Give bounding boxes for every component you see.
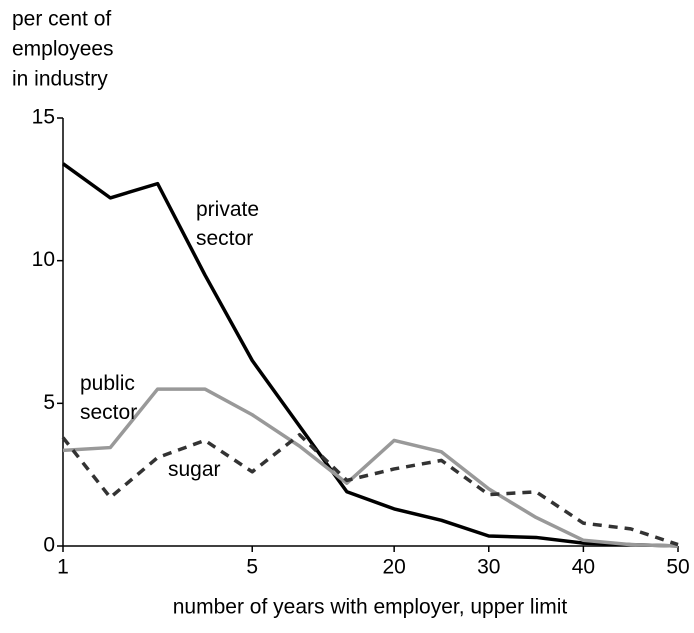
series-line [61, 162, 679, 548]
y-tick-label: 5 [43, 391, 55, 414]
x-tick-label: 5 [246, 556, 258, 579]
x-tick-label: 30 [477, 556, 500, 579]
x-axis-label: number of years with employer, upper lim… [173, 596, 568, 619]
x-tick-label: 40 [572, 556, 595, 579]
y-axis-label: in industry [12, 68, 108, 91]
series-line [62, 387, 679, 548]
y-tick-label: 15 [32, 106, 55, 129]
series-label: private sector [196, 198, 259, 250]
y-tick-label: 10 [32, 248, 55, 271]
x-tick-label: 20 [382, 556, 405, 579]
x-tick-label: 1 [57, 556, 69, 579]
series-label: sugar [168, 458, 221, 481]
x-tick-label: 50 [666, 556, 689, 579]
y-axis-label: employees [12, 38, 114, 61]
series-line [61, 432, 679, 547]
y-axis-label: per cent of [12, 8, 111, 31]
series-label: public sector [80, 372, 137, 424]
y-tick-label: 0 [43, 534, 55, 557]
